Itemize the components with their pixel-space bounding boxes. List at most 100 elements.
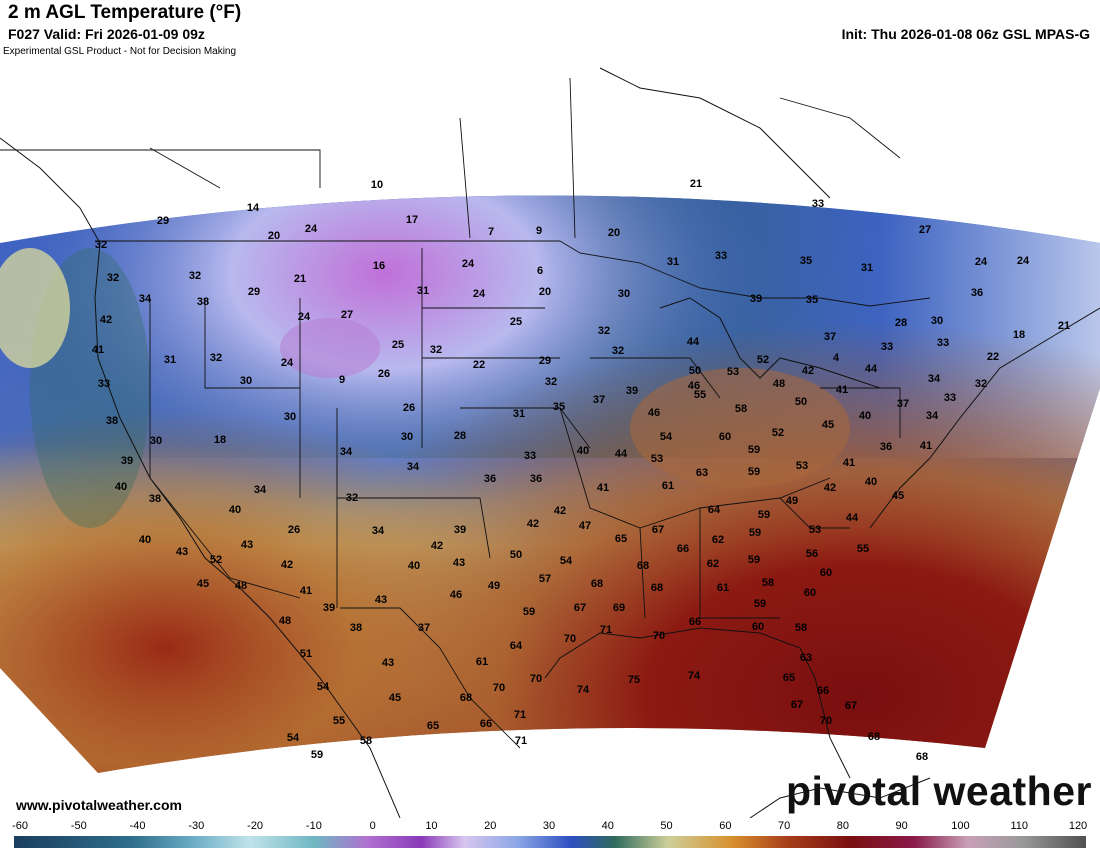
temperature-label: 67 bbox=[652, 524, 664, 536]
colorbar-legend: -60 -50 -40 -30 -20 -10 0 10 20 30 40 50 60 70 80 90 100… bbox=[0, 818, 1100, 850]
colorbar-tick-label: 50 bbox=[660, 820, 673, 832]
temperature-label: 67 bbox=[574, 602, 586, 614]
temperature-label: 58 bbox=[735, 403, 747, 415]
temperature-label: 46 bbox=[450, 589, 462, 601]
temperature-label: 53 bbox=[727, 366, 739, 378]
temperature-label: 37 bbox=[593, 394, 605, 406]
temperature-label: 70 bbox=[564, 633, 576, 645]
temperature-label: 26 bbox=[288, 524, 300, 536]
boundary-lines bbox=[0, 77, 931, 749]
temperature-label: 29 bbox=[157, 215, 169, 227]
temperature-label: 22 bbox=[473, 359, 485, 371]
temperature-label: 33 bbox=[524, 450, 536, 462]
temperature-label: 66 bbox=[817, 685, 829, 697]
temperature-label: 40 bbox=[577, 445, 589, 457]
temperature-label: 75 bbox=[628, 674, 640, 686]
temperature-label: 43 bbox=[241, 539, 253, 551]
temperature-label: 38 bbox=[149, 493, 161, 505]
temperature-label: 68 bbox=[591, 578, 603, 590]
temperature-label: 14 bbox=[247, 202, 260, 214]
colorbar-tick-label: -30 bbox=[188, 820, 205, 832]
temperature-label: 31 bbox=[164, 354, 176, 366]
temperature-label: 27 bbox=[919, 224, 931, 236]
colorbar-tick-label: 70 bbox=[777, 820, 791, 832]
temperature-label: 39 bbox=[626, 385, 638, 397]
temperature-label: 50 bbox=[689, 365, 701, 377]
website-url: www.pivotalweather.com bbox=[16, 797, 182, 813]
temperature-label: 68 bbox=[868, 731, 880, 743]
temperature-label: 29 bbox=[539, 355, 551, 367]
temperature-label: 26 bbox=[403, 402, 415, 414]
temperature-label: 6 bbox=[537, 265, 543, 277]
init-time: Init: Thu 2026-01-08 06z GSL MPAS-G bbox=[841, 26, 1090, 42]
colorbar-tick-label: -10 bbox=[305, 820, 322, 832]
temperature-label: 62 bbox=[712, 534, 724, 546]
temperature-label: 65 bbox=[783, 672, 795, 684]
temperature-label: 52 bbox=[757, 354, 769, 366]
temperature-label: 24 bbox=[975, 256, 988, 268]
temperature-label: 69 bbox=[613, 602, 625, 614]
temperature-label: 34 bbox=[928, 373, 941, 385]
temperature-label: 39 bbox=[750, 293, 762, 305]
temperature-label: 68 bbox=[651, 582, 663, 594]
brand-logo: pivotal weather bbox=[786, 768, 1092, 814]
temperature-label: 53 bbox=[809, 524, 821, 536]
temperature-label: 7 bbox=[488, 226, 494, 238]
temperature-label: 20 bbox=[539, 286, 551, 298]
temperature-label: 50 bbox=[795, 396, 807, 408]
temperature-label: 59 bbox=[754, 598, 766, 610]
temperature-label: 70 bbox=[653, 630, 665, 642]
temperature-label: 33 bbox=[881, 341, 893, 353]
temperature-label: 70 bbox=[530, 673, 542, 685]
valid-time: F027 Valid: Fri 2026-01-09 09z bbox=[8, 26, 205, 42]
temperature-label: 61 bbox=[662, 480, 674, 492]
temperature-label: 62 bbox=[707, 558, 719, 570]
temperature-label: 24 bbox=[298, 311, 311, 323]
colorbar-tick-label: 30 bbox=[542, 820, 556, 832]
temperature-label: 32 bbox=[189, 270, 201, 282]
coastlines bbox=[0, 67, 1100, 818]
temperature-label: 26 bbox=[378, 368, 390, 380]
temperature-label: 31 bbox=[667, 256, 679, 268]
temperature-label: 42 bbox=[527, 518, 539, 530]
temperature-label: 30 bbox=[240, 375, 252, 387]
temperature-label: 32 bbox=[107, 272, 119, 284]
temperature-label: 46 bbox=[648, 407, 660, 419]
temperature-label: 59 bbox=[748, 554, 760, 566]
temperature-label: 42 bbox=[802, 365, 814, 377]
colorbar-tick-label: 60 bbox=[719, 820, 732, 832]
temperature-label: 20 bbox=[268, 230, 280, 242]
colorbar-tick-label: 0 bbox=[369, 820, 376, 832]
temperature-label: 9 bbox=[339, 374, 345, 386]
temperature-label: 45 bbox=[892, 490, 904, 502]
temperature-label: 34 bbox=[254, 484, 267, 496]
temperature-label: 33 bbox=[715, 250, 727, 262]
temperature-label: 71 bbox=[514, 709, 526, 721]
temperature-label: 28 bbox=[895, 317, 907, 329]
colorbar-tick-label: 90 bbox=[895, 820, 908, 832]
temperature-label: 37 bbox=[824, 331, 836, 343]
temperature-label: 39 bbox=[454, 524, 466, 536]
temperature-label: 54 bbox=[317, 681, 330, 693]
temperature-label: 38 bbox=[106, 415, 118, 427]
colorbar-tick-label: -60 bbox=[12, 820, 28, 832]
temperature-label: 30 bbox=[284, 411, 296, 423]
temperature-label: 48 bbox=[279, 615, 291, 627]
temperature-label: 29 bbox=[248, 286, 260, 298]
temperature-label: 60 bbox=[752, 621, 764, 633]
temperature-label: 68 bbox=[460, 692, 472, 704]
temperature-label: 41 bbox=[843, 457, 855, 469]
temperature-label: 59 bbox=[749, 527, 761, 539]
temperature-label: 32 bbox=[545, 376, 557, 388]
temperature-label: 49 bbox=[786, 495, 798, 507]
temperature-label: 32 bbox=[612, 345, 624, 357]
temperature-label: 18 bbox=[1013, 329, 1025, 341]
temperature-label: 39 bbox=[121, 455, 133, 467]
temperature-label: 60 bbox=[820, 567, 832, 579]
temperature-label: 21 bbox=[1058, 320, 1070, 332]
temperature-label: 46 bbox=[688, 380, 700, 392]
temperature-label: 44 bbox=[615, 448, 628, 460]
temperature-label: 33 bbox=[98, 378, 110, 390]
temperature-label: 59 bbox=[748, 466, 760, 478]
